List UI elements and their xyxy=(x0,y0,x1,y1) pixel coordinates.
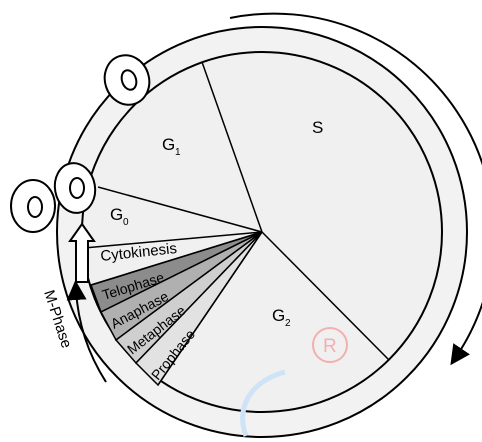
daughter-cell-icon xyxy=(103,54,151,106)
g0-entry-arrow xyxy=(68,222,96,283)
svg-text:0: 0 xyxy=(123,217,129,228)
quiescent-cell-icon-outer xyxy=(10,179,56,233)
svg-text:R: R xyxy=(323,336,337,357)
phase-boundaries xyxy=(83,61,390,386)
watermark-c-shape xyxy=(240,369,286,437)
svg-text:G: G xyxy=(162,135,175,154)
g1-phase-label: G 1 xyxy=(162,135,181,158)
svg-text:2: 2 xyxy=(285,318,291,329)
g2-phase-label: G 2 xyxy=(272,306,291,329)
cycle-direction-arrow xyxy=(229,12,482,366)
s-phase-label: S xyxy=(312,118,323,137)
svg-text:1: 1 xyxy=(175,147,181,158)
g0-phase-label: G 0 xyxy=(110,205,129,228)
registered-watermark: R xyxy=(312,327,348,363)
m-phase-arrow xyxy=(66,280,107,383)
svg-text:G: G xyxy=(110,205,123,224)
quiescent-cell-icon-inner xyxy=(53,162,97,214)
svg-text:G: G xyxy=(272,306,285,325)
